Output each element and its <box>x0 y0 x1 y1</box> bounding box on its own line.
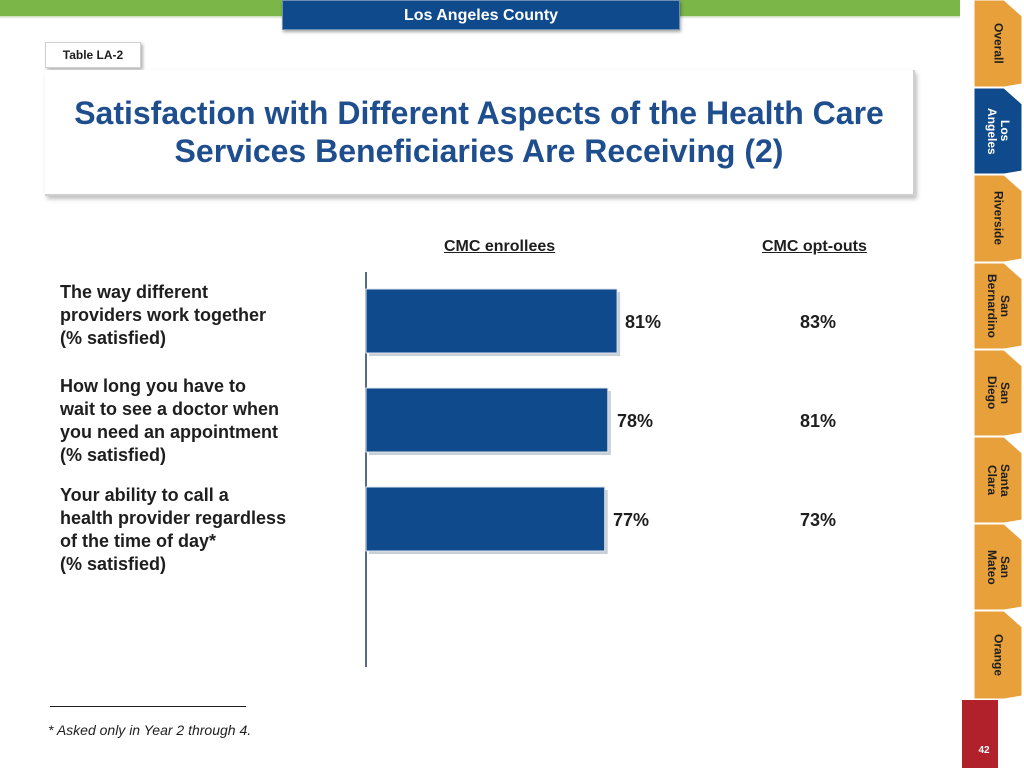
county-side-nav: Overall Los Angeles Riverside San Bernar… <box>960 0 1024 768</box>
enrollees-value-wait-time: 78% <box>617 411 654 431</box>
nav-tab-san-bernardino[interactable]: San Bernardino <box>960 263 1024 349</box>
enrollees-value-providers: 81% <box>625 312 662 332</box>
row-label-call-anytime: Your ability to call a health provider r… <box>60 485 287 574</box>
nav-tab-label: San Bernardino <box>985 273 1012 338</box>
optouts-value-wait-time: 81% <box>800 411 837 431</box>
nav-tab-label: Riverside <box>991 191 1006 246</box>
row-label-wait-time: How long you have to wait to see a docto… <box>60 376 280 465</box>
nav-tab-santa-clara[interactable]: Santa Clara <box>960 437 1024 523</box>
nav-tab-san-mateo[interactable]: San Mateo <box>960 524 1024 610</box>
bar-enrollees-1 <box>365 387 609 453</box>
row-label-providers: The way different providers work togethe… <box>60 282 267 348</box>
bar-enrollees-2 <box>365 486 606 552</box>
column-header-enrollees: CMC enrollees <box>444 238 556 255</box>
nav-tab-label: Los Angeles <box>985 107 1012 155</box>
page-number-box <box>962 700 998 768</box>
column-header-optouts: CMC opt-outs <box>762 238 867 255</box>
bar-chart <box>365 272 621 667</box>
nav-tab-label: Orange <box>991 633 1006 676</box>
page-title: Satisfaction with Different Aspects of t… <box>74 95 884 169</box>
bar-enrollees-0 <box>365 288 618 354</box>
page-number: 42 <box>978 745 990 756</box>
nav-tab-overall[interactable]: Overall <box>960 0 1024 87</box>
footnote: * Asked only in Year 2 through 4. <box>48 722 252 738</box>
nav-tab-orange[interactable]: Orange <box>960 611 1024 699</box>
nav-tab-label: San Diego <box>985 376 1012 410</box>
nav-tab-label: Overall <box>991 23 1006 64</box>
nav-tab-label: Santa Clara <box>985 463 1012 497</box>
nav-tab-label: San Mateo <box>985 549 1012 585</box>
nav-tab-san-diego[interactable]: San Diego <box>960 350 1024 436</box>
optouts-value-call-anytime: 73% <box>800 510 837 530</box>
footnote-divider <box>50 706 246 707</box>
nav-tab-los-angeles[interactable]: Los Angeles <box>960 88 1024 174</box>
title-box: Satisfaction with Different Aspects of t… <box>45 70 915 196</box>
optouts-value-providers: 83% <box>800 312 837 332</box>
county-header-tab: Los Angeles County <box>282 0 680 30</box>
table-label: Table LA-2 <box>45 42 141 68</box>
enrollees-value-call-anytime: 77% <box>613 510 650 530</box>
nav-tab-riverside[interactable]: Riverside <box>960 175 1024 262</box>
